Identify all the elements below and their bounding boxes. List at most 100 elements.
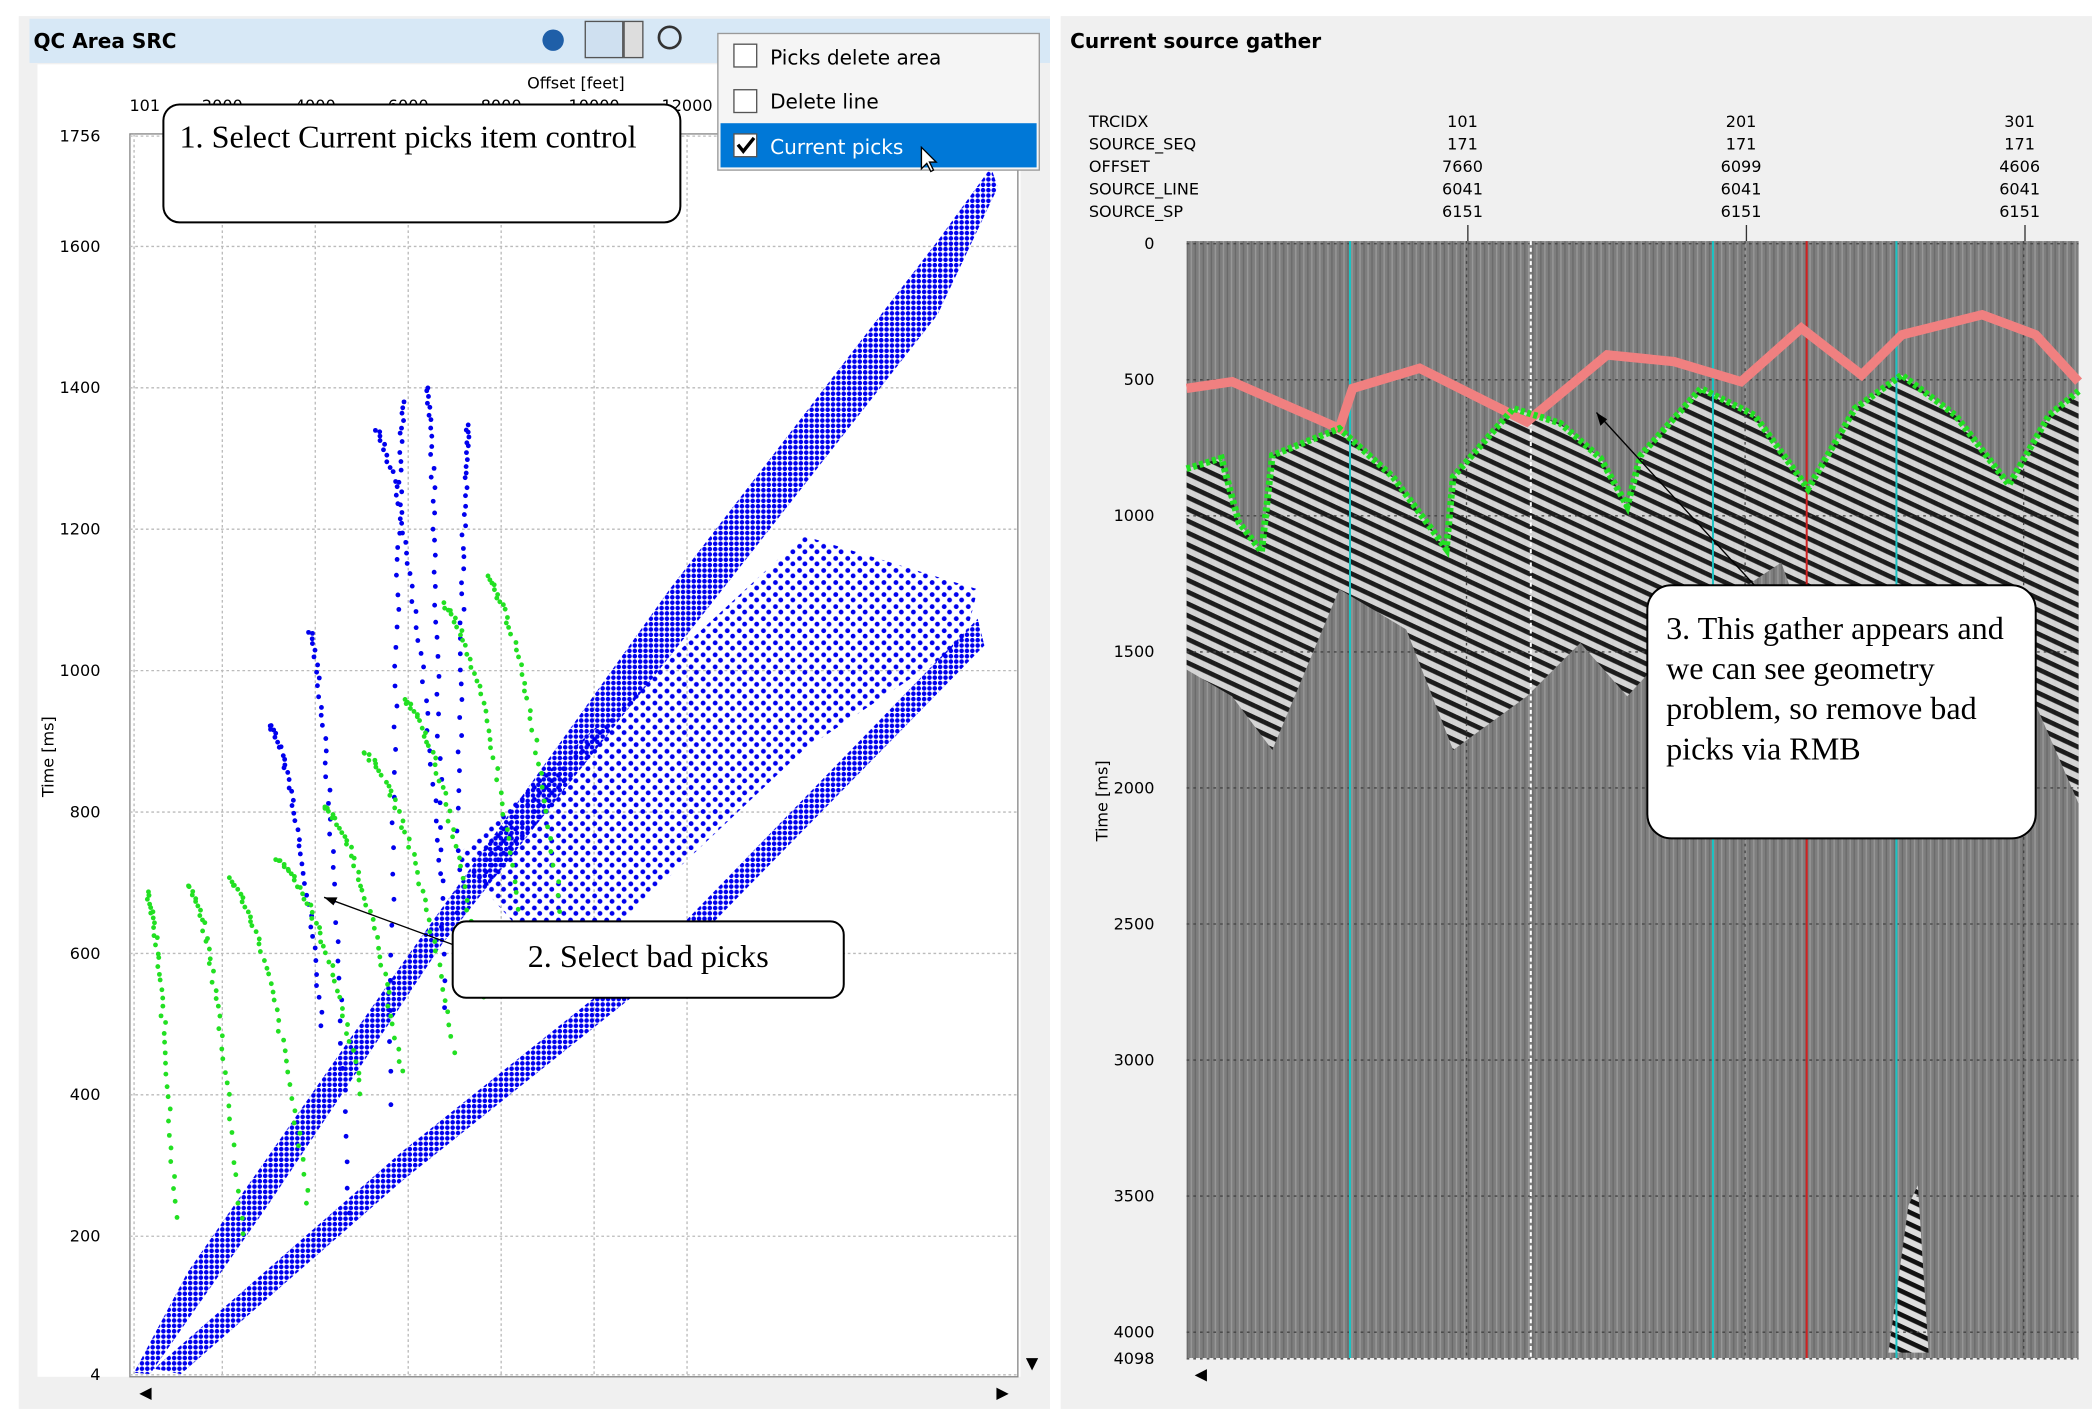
pick [317,925,322,930]
pick [464,908,469,913]
pick [163,1061,168,1066]
pick [381,447,386,452]
pick [451,827,456,832]
menu-item[interactable]: Current picks [770,135,903,159]
pick [159,987,164,992]
pick [461,554,466,559]
pick [461,566,466,571]
pick [430,782,435,787]
pick [395,557,400,562]
pick [169,1146,174,1151]
pick [442,1005,447,1010]
pick [514,640,519,645]
pick [377,955,382,960]
header-value: 6151 [1442,202,1483,221]
pick [400,1069,405,1074]
pick [462,512,467,517]
pick [383,972,388,977]
pick [487,729,492,734]
pick [460,628,465,633]
scroll-down[interactable]: ▼ [1026,1354,1039,1373]
pick [362,896,367,901]
pick [465,457,470,462]
pick [391,845,396,850]
pick [444,802,449,807]
y-tick-label: 0 [1144,234,1154,253]
pick [466,435,471,440]
h-scrollbar[interactable] [127,1379,1022,1403]
pick [519,662,524,667]
pick [400,510,405,515]
pick [436,712,441,717]
pick [458,864,463,869]
scroll-left[interactable]: ◀ [1195,1364,1208,1383]
select-tool[interactable] [585,21,623,57]
pick [258,949,263,954]
pick [432,511,437,516]
pick [382,442,387,447]
pick [464,450,469,455]
scroll-right[interactable]: ▶ [996,1383,1009,1402]
pick [401,418,406,423]
select-dropdown[interactable] [624,21,643,57]
pick [312,654,317,659]
pick [452,620,457,625]
pick [441,878,446,883]
pick [207,947,212,952]
pick [283,1048,288,1053]
pick [316,694,321,699]
pick [343,1088,348,1093]
pick [278,858,283,863]
pick [424,388,429,393]
v-scrollbar[interactable] [1021,67,1048,1379]
pick [528,716,533,721]
pick [459,682,464,687]
pick [332,816,337,821]
pick [384,453,389,458]
pick [200,929,205,934]
y-tick-label: 1400 [60,378,101,397]
checkbox[interactable] [734,90,757,113]
pick [276,1029,281,1034]
pick [378,438,383,443]
y-axis-label: Time [ms] [1093,760,1112,842]
pick [225,1080,230,1085]
pick [223,1070,228,1075]
checkbox[interactable] [734,44,757,67]
pick [388,1069,393,1074]
settings-icon[interactable] [542,29,563,50]
pick [510,863,515,868]
pick [240,1216,245,1221]
pick [495,766,500,771]
pick [313,958,318,963]
pick [241,1231,246,1236]
pick [232,1160,237,1165]
pick [399,825,404,830]
pick [310,636,315,641]
pick [457,715,462,720]
y-tick-label: 4 [90,1365,100,1384]
pick [398,502,403,507]
menu-item[interactable]: Picks delete area [770,45,941,69]
pick [394,573,399,578]
menu-item[interactable]: Delete line [770,89,879,113]
pick [419,651,424,656]
h-scrollbar[interactable] [1187,1361,2084,1385]
pick [466,422,471,427]
pick [290,803,295,808]
pick [241,895,246,900]
pick [388,953,393,958]
y-tick-label: 1200 [60,520,101,539]
pick [435,838,440,843]
pick [499,790,504,795]
scroll-left[interactable]: ◀ [139,1383,152,1402]
pick [432,466,437,471]
pick [404,551,409,556]
pick [424,907,429,912]
pick [331,849,336,854]
pick [439,974,444,979]
x-axis-label: Offset [feet] [527,73,625,92]
pick [168,1159,173,1164]
pick [301,1157,306,1162]
